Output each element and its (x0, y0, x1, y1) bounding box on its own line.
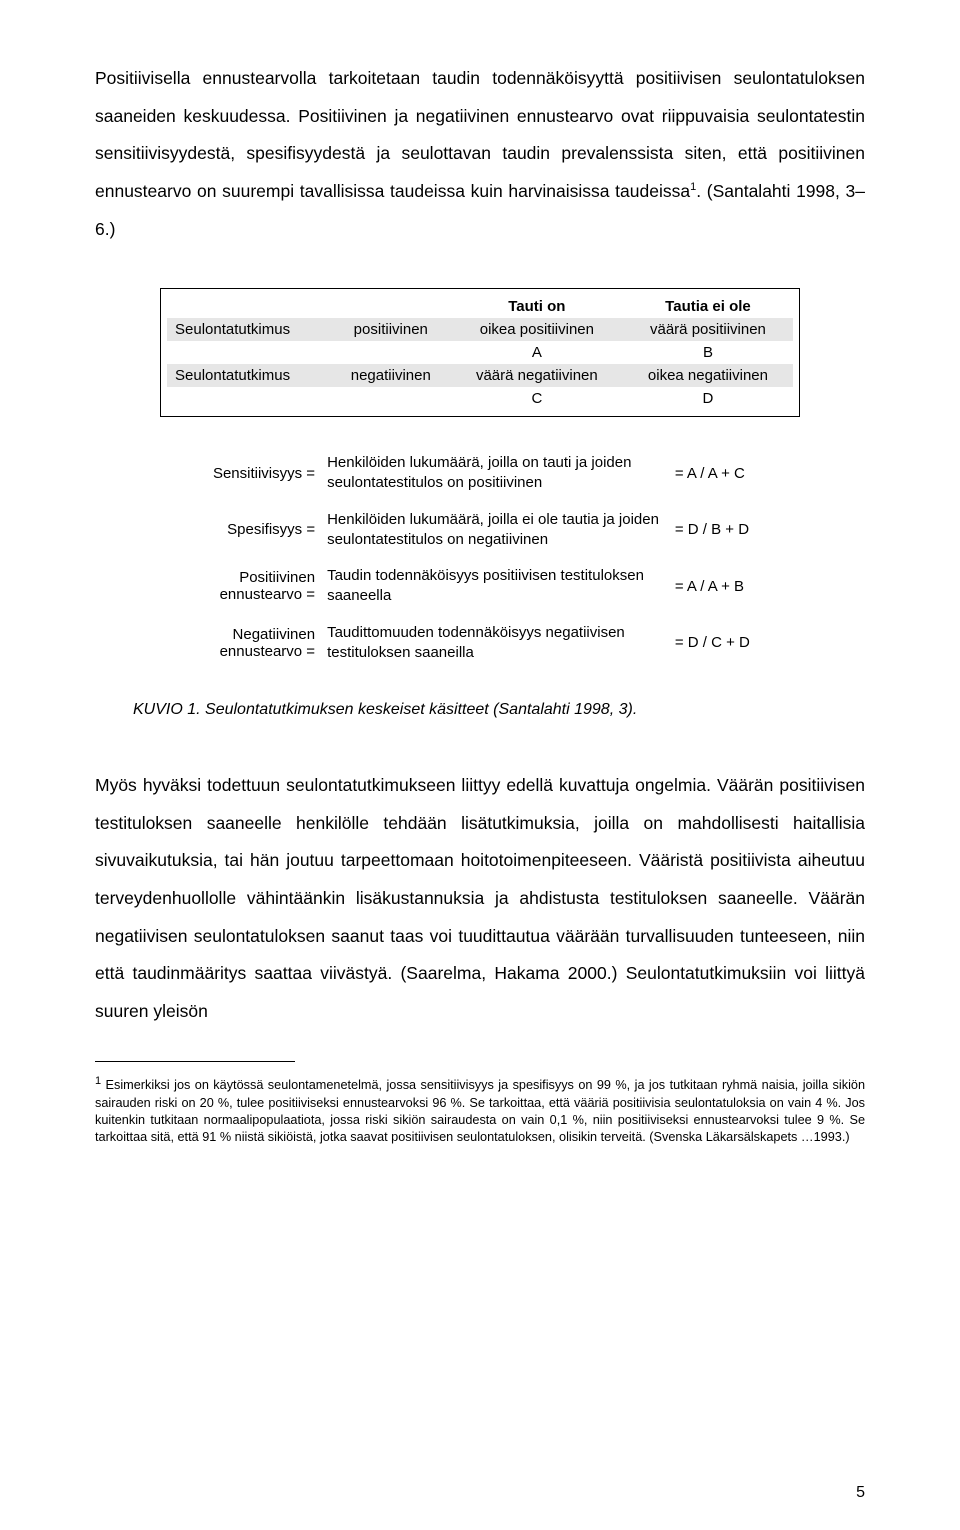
ppv-label-b: ennustearvo = (220, 586, 316, 603)
cell-c: C (451, 387, 623, 410)
cell-d: D (623, 387, 793, 410)
ppv-formula: = A / A + B (669, 558, 800, 615)
row1-label: Seulontatutkimus (167, 318, 331, 341)
row2-mid: negatiivinen (331, 364, 451, 387)
specificity-desc: Henkilöiden lukumäärä, joilla ei ole tau… (321, 502, 669, 559)
footnote-text: Esimerkiksi jos on käytössä seulontamene… (95, 1078, 865, 1143)
cell-b-text: väärä positiivinen (623, 318, 793, 341)
sensitivity-formula: = A / A + C (669, 445, 800, 502)
row1-mid: positiivinen (331, 318, 451, 341)
npv-desc: Taudittomuuden todennäköisyys negatiivis… (321, 615, 669, 672)
cell-d-text: oikea negatiivinen (623, 364, 793, 387)
paragraph-2: Myös hyväksi todettuun seulontatutkimuks… (95, 767, 865, 1030)
npv-label: Negatiivinen ennustearvo = (160, 615, 321, 672)
figure-caption: KUVIO 1. Seulontatutkimuksen keskeiset k… (133, 701, 865, 719)
row2-label: Seulontatutkimus (167, 364, 331, 387)
col-tautia-ei-ole: Tautia ei ole (623, 295, 793, 318)
cell-a-text: oikea positiivinen (451, 318, 623, 341)
footnote-separator (95, 1061, 295, 1062)
npv-formula: = D / C + D (669, 615, 800, 672)
cell-b: B (623, 341, 793, 364)
npv-label-b: ennustearvo = (220, 643, 316, 660)
sensitivity-desc: Henkilöiden lukumäärä, joilla on tauti j… (321, 445, 669, 502)
cell-a: A (451, 341, 623, 364)
page-number: 5 (856, 1484, 865, 1502)
contingency-table-frame: Tauti on Tautia ei ole Seulontatutkimus … (160, 288, 800, 417)
ppv-desc: Taudin todennäköisyys positiivisen testi… (321, 558, 669, 615)
ppv-label: Positiivinen ennustearvo = (160, 558, 321, 615)
definitions-table: Sensitiivisyys = Henkilöiden lukumäärä, … (160, 445, 800, 671)
figure-1: Tauti on Tautia ei ole Seulontatutkimus … (95, 288, 865, 719)
col-tauti-on: Tauti on (451, 295, 623, 318)
contingency-table: Tauti on Tautia ei ole Seulontatutkimus … (167, 295, 793, 410)
npv-label-a: Negatiivinen (233, 626, 316, 643)
ppv-label-a: Positiivinen (239, 569, 315, 586)
sensitivity-label: Sensitiivisyys = (160, 445, 321, 502)
footnote-1: 1 Esimerkiksi jos on käytössä seulontame… (95, 1074, 865, 1146)
specificity-formula: = D / B + D (669, 502, 800, 559)
cell-c-text: väärä negatiivinen (451, 364, 623, 387)
paragraph-1: Positiivisella ennustearvolla tarkoiteta… (95, 60, 865, 248)
specificity-label: Spesifisyys = (160, 502, 321, 559)
